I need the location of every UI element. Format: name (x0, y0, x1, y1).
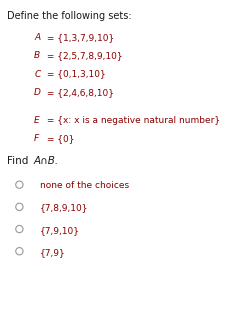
Text: {7,9,10}: {7,9,10} (40, 226, 79, 235)
Text: Find: Find (7, 156, 31, 166)
Text: A: A (34, 33, 40, 42)
Text: = {2,4,6,8,10}: = {2,4,6,8,10} (44, 88, 113, 97)
Text: = {0,1,3,10}: = {0,1,3,10} (44, 70, 105, 78)
Text: {7,8,9,10}: {7,8,9,10} (40, 204, 88, 213)
Text: D: D (34, 88, 41, 97)
Text: {7,9}: {7,9} (40, 248, 65, 257)
Text: F: F (34, 134, 39, 143)
Text: C: C (34, 70, 40, 78)
Text: = {0}: = {0} (44, 134, 74, 143)
Text: = {1,3,7,9,10}: = {1,3,7,9,10} (44, 33, 114, 42)
Text: Define the following sets:: Define the following sets: (7, 11, 131, 21)
Text: A∩B.: A∩B. (33, 156, 58, 166)
Text: E: E (34, 116, 40, 125)
Text: = {2,5,7,8,9,10}: = {2,5,7,8,9,10} (44, 51, 122, 60)
Text: none of the choices: none of the choices (40, 181, 128, 190)
Text: B: B (34, 51, 40, 60)
Text: = {x: x is a negative natural number}: = {x: x is a negative natural number} (44, 116, 219, 125)
